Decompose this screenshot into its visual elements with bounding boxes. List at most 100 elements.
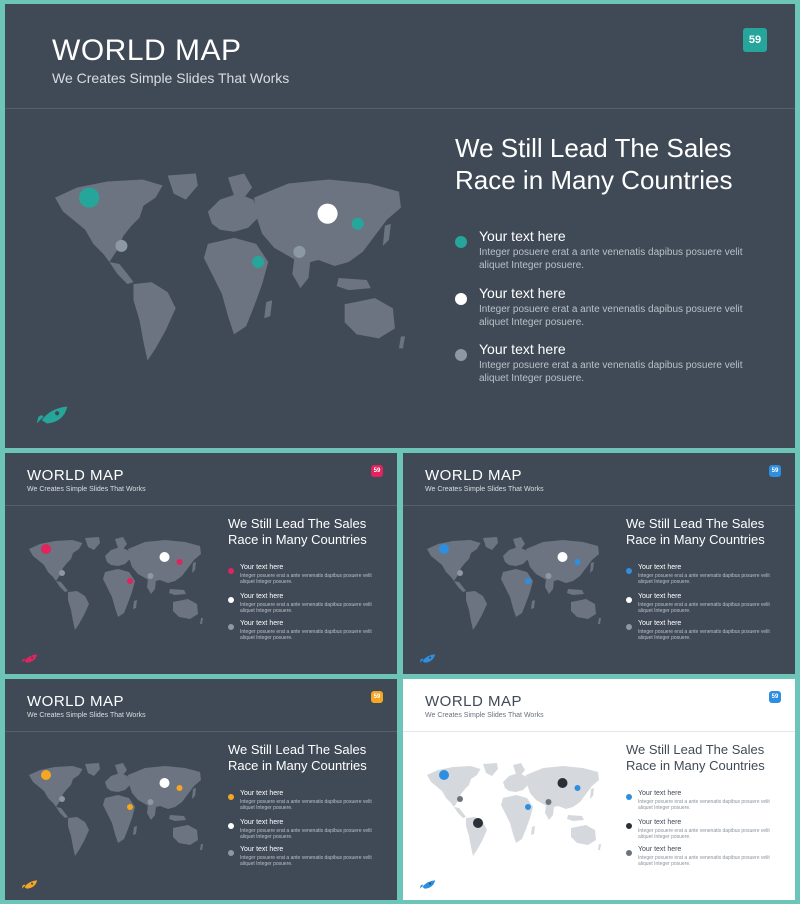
map-marker xyxy=(176,559,183,565)
map-marker xyxy=(59,570,65,576)
legend-item: Your text here Integer posuere erat a an… xyxy=(228,846,388,870)
map-marker xyxy=(525,804,531,810)
legend-title: Your text here xyxy=(638,620,682,627)
headline-line: We Still Lead The Sales xyxy=(228,516,367,531)
headline: We Still Lead The Sales Race in Many Cou… xyxy=(626,516,765,548)
slide-title: WORLD MAP xyxy=(425,693,523,710)
map-marker xyxy=(557,778,568,788)
legend-dot xyxy=(228,624,234,630)
legend-item: Your text here Integer posuere erat a an… xyxy=(626,790,786,814)
headline-line: Race in Many Countries xyxy=(228,758,367,773)
legend-title: Your text here xyxy=(638,846,682,853)
slide-main: WORLD MAP We Creates Simple Slides That … xyxy=(5,4,795,448)
legend-text: Integer posuere erat a ante venenatis da… xyxy=(240,602,372,614)
legend-dot xyxy=(228,823,234,829)
headline-line: We Still Lead The Sales xyxy=(228,742,367,757)
map-marker xyxy=(557,552,568,562)
slide-subtitle: We Creates Simple Slides That Works xyxy=(425,712,544,719)
legend-title: Your text here xyxy=(240,593,284,600)
legend-title: Your text here xyxy=(240,790,284,797)
map-marker xyxy=(545,573,552,579)
headline: We Still Lead The Sales Race in Many Cou… xyxy=(228,516,367,548)
legend-title: Your text here xyxy=(240,620,284,627)
slide-thumb-orange: WORLD MAP We Creates Simple Slides That … xyxy=(5,679,397,900)
slide-thumb-pink: WORLD MAP We Creates Simple Slides That … xyxy=(5,453,397,674)
headline-line: We Still Lead The Sales xyxy=(626,516,765,531)
world-map xyxy=(47,169,409,371)
map-marker xyxy=(439,544,449,554)
world-map xyxy=(423,761,603,861)
map-marker xyxy=(147,799,154,805)
headline-line: Race in Many Countries xyxy=(228,532,367,547)
headline-line: Race in Many Countries xyxy=(626,532,765,547)
legend-dot xyxy=(228,568,234,574)
header-divider xyxy=(5,108,795,109)
legend-text: Integer posuere erat a ante venenatis da… xyxy=(638,828,770,840)
legend-text: Integer posuere erat a ante venenatis da… xyxy=(638,602,770,614)
header-divider xyxy=(403,505,795,506)
world-map xyxy=(25,535,205,635)
map-marker xyxy=(473,818,483,828)
legend-text: Integer posuere erat a ante venenatis da… xyxy=(479,304,743,328)
legend-dot xyxy=(228,794,234,800)
legend-title: Your text here xyxy=(479,228,566,244)
map-marker xyxy=(317,203,338,224)
legend-text: Integer posuere erat a ante venenatis da… xyxy=(240,855,372,867)
map-marker xyxy=(574,559,581,565)
header-divider xyxy=(5,505,397,506)
map-marker xyxy=(351,217,364,230)
slide-thumb-light: WORLD MAP We Creates Simple Slides That … xyxy=(403,679,795,900)
legend-dot xyxy=(626,850,632,856)
rocket-icon xyxy=(35,404,69,426)
header-divider xyxy=(5,731,397,732)
legend-dot xyxy=(626,624,632,630)
slide-title: WORLD MAP xyxy=(52,34,242,67)
legend-item: Your text here Integer posuere erat a an… xyxy=(626,819,786,843)
legend-text: Integer posuere erat a ante venenatis da… xyxy=(240,799,372,811)
slide-subtitle: We Creates Simple Slides That Works xyxy=(27,486,146,493)
headline: We Still Lead The Sales Race in Many Cou… xyxy=(455,132,732,196)
legend-item: Your text here Integer posuere erat a an… xyxy=(626,846,786,870)
legend-item: Your text here Integer posuere erat a an… xyxy=(455,228,775,274)
legend-item: Your text here Integer posuere erat a an… xyxy=(228,564,388,588)
rocket-icon xyxy=(419,653,436,664)
map-marker xyxy=(439,770,449,780)
map-marker xyxy=(457,796,463,802)
legend-item: Your text here Integer posuere erat a an… xyxy=(626,564,786,588)
map-marker xyxy=(176,785,183,791)
legend-title: Your text here xyxy=(479,285,566,301)
world-map xyxy=(25,761,205,861)
page-number-badge: 59 xyxy=(371,691,383,703)
legend-title: Your text here xyxy=(240,846,284,853)
rocket-icon xyxy=(21,653,38,664)
legend-text: Integer posuere erat a ante venenatis da… xyxy=(240,828,372,840)
slide-thumb-blue: WORLD MAP We Creates Simple Slides That … xyxy=(403,453,795,674)
map-marker xyxy=(293,245,306,258)
legend-dot xyxy=(626,794,632,800)
legend-item: Your text here Integer posuere erat a an… xyxy=(626,620,786,644)
slide-subtitle: We Creates Simple Slides That Works xyxy=(425,486,544,493)
map-marker xyxy=(79,187,100,208)
legend-title: Your text here xyxy=(638,819,682,826)
legend-text: Integer posuere erat a ante venenatis da… xyxy=(240,629,372,641)
headline-line: Race in Many Countries xyxy=(626,758,765,773)
legend-dot xyxy=(626,597,632,603)
legend-title: Your text here xyxy=(240,819,284,826)
legend-item: Your text here Integer posuere erat a an… xyxy=(626,593,786,617)
legend-text: Integer posuere erat a ante venenatis da… xyxy=(638,629,770,641)
headline: We Still Lead The Sales Race in Many Cou… xyxy=(228,742,367,774)
map-marker xyxy=(574,785,581,791)
legend-text: Integer posuere erat a ante venenatis da… xyxy=(638,799,770,811)
legend-item: Your text here Integer posuere erat a an… xyxy=(455,285,775,331)
legend-item: Your text here Integer posuere erat a an… xyxy=(228,790,388,814)
page-number-badge: 59 xyxy=(371,465,383,477)
map-marker xyxy=(41,544,51,554)
legend-item: Your text here Integer posuere erat a an… xyxy=(228,620,388,644)
map-marker xyxy=(127,578,133,584)
map-marker xyxy=(159,552,170,562)
legend-title: Your text here xyxy=(240,564,284,571)
headline: We Still Lead The Sales Race in Many Cou… xyxy=(626,742,765,774)
page-number-badge: 59 xyxy=(743,28,767,52)
headline-line: We Still Lead The Sales xyxy=(626,742,765,757)
legend-title: Your text here xyxy=(638,790,682,797)
